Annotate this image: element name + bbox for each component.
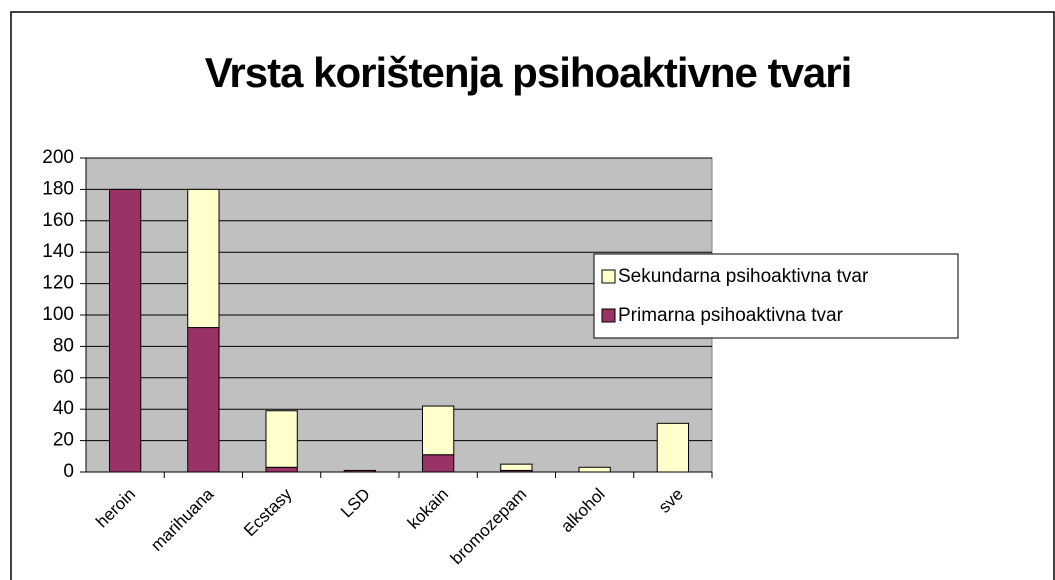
y-tick-label: 60	[53, 367, 74, 388]
y-tick-label: 80	[53, 335, 74, 356]
bar	[265, 466, 298, 473]
y-tick-label: 140	[42, 241, 74, 262]
y-tick-label: 200	[42, 147, 74, 168]
y-tick-label: 180	[42, 178, 74, 199]
legend-swatch	[601, 308, 616, 323]
bar	[187, 327, 220, 473]
bar	[265, 410, 298, 468]
legend-label: Sekundarna psihoaktivna tvar	[618, 266, 869, 287]
y-tick-label: 40	[53, 398, 74, 419]
bar	[421, 454, 455, 473]
chart-title: Vrsta korištenja psihoaktivne tvari	[205, 49, 852, 96]
y-tick-label: 0	[63, 461, 74, 482]
bar	[108, 188, 142, 473]
bar	[578, 466, 611, 473]
bar	[500, 463, 533, 471]
bar	[421, 405, 455, 456]
y-tick-label: 100	[42, 304, 74, 325]
y-tick-label: 20	[53, 430, 74, 451]
bar	[187, 188, 220, 329]
y-tick-label: 160	[42, 210, 74, 231]
bar	[656, 422, 690, 473]
bar	[343, 469, 377, 473]
legend-label: Primarna psihoaktivna tvar	[618, 305, 844, 326]
legend-box	[593, 253, 959, 339]
legend-swatch	[601, 269, 616, 284]
y-tick-label: 120	[42, 273, 74, 294]
